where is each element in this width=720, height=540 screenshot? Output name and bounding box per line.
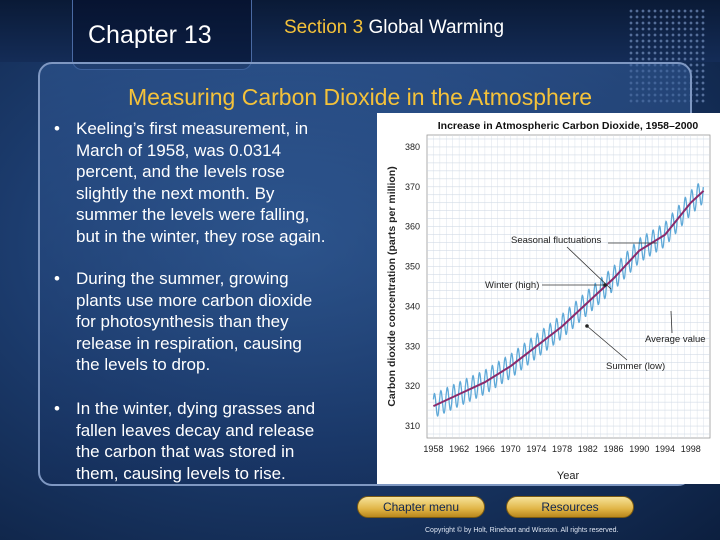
y-tick-label: 320 [405, 381, 420, 391]
bullet-item: • During the summer, growing plants use … [34, 268, 379, 376]
bullet-line: the levels to drop. [76, 355, 211, 375]
x-axis-label: Year [557, 470, 580, 482]
bullet-line: release in respiration, causing [76, 333, 302, 353]
resources-button[interactable]: Resources [506, 496, 634, 518]
bullet-dot: • [54, 269, 60, 288]
bullet-line: for photosynthesis than they [76, 312, 289, 332]
annotation-label: Summer (low) [606, 361, 665, 372]
y-tick-label: 380 [405, 142, 420, 152]
bullet-dot: • [54, 399, 60, 418]
bullet-item: • Keeling’s first measurement, in March … [34, 118, 379, 248]
annotation-dot [585, 324, 589, 328]
bullet-line: In the winter, dying grasses and [76, 399, 316, 418]
y-tick-label: 350 [405, 262, 420, 272]
co2-chart-svg: 310 320 330 340 350 360 370 380 1958 1962 1966 1970… [386, 120, 711, 482]
bullet-item: • In the winter, dying grasses and falle… [34, 398, 379, 484]
x-tick-label: 1966 [475, 444, 495, 454]
x-tick-label: 1998 [681, 444, 701, 454]
x-tick-label: 1978 [552, 444, 572, 454]
y-tick-label: 360 [405, 222, 420, 232]
bullet-line: the carbon that was stored in [76, 442, 295, 462]
seasonal-series-line [432, 182, 704, 417]
bullet-line: them, causing levels to rise. [76, 463, 286, 483]
bullet-line: summer the levels were falling, [76, 205, 310, 225]
y-tick-label: 310 [405, 421, 420, 431]
annotation-label: Winter (high) [485, 280, 539, 291]
bullet-line: slightly the next month. By [76, 183, 275, 203]
bullet-line: percent, and the levels rose [76, 162, 285, 182]
x-tick-label: 1982 [578, 444, 598, 454]
annotation-label: Average value [645, 334, 706, 345]
y-tick-label: 340 [405, 301, 420, 311]
bullet-line: fallen leaves decay and release [76, 420, 315, 440]
annotation-leader [586, 325, 628, 361]
y-axis-label: Carbon dioxide concentration (parts per … [386, 166, 398, 406]
page-title: Measuring Carbon Dioxide in the Atmosphe… [127, 84, 593, 110]
x-tick-label: 1970 [501, 444, 521, 454]
annotation-leader [566, 246, 612, 290]
chapter-title: Chapter 13 [88, 21, 212, 49]
annotation-dot [603, 283, 607, 287]
section-number: Section 3 [284, 17, 364, 38]
bullet-line: but in the winter, they rose again. [76, 226, 326, 246]
copyright-text: Copyright © by Holt, Rinehart and Winsto… [425, 527, 619, 534]
annotation-leader [670, 310, 673, 334]
x-tick-label: 1962 [449, 444, 469, 454]
section-name: Global Warming [368, 17, 505, 38]
bullet-line: plants use more carbon dioxide [76, 290, 313, 310]
x-tick-label: 1958 [423, 444, 443, 454]
average-series-line [432, 190, 705, 408]
section-title: Section 3 Global Warming [284, 17, 504, 39]
bullet-dot: • [54, 119, 60, 138]
co2-chart: 310 320 330 340 350 360 370 380 1958 1962 1966 1970… [377, 113, 720, 484]
x-tick-label: 1994 [655, 444, 675, 454]
x-tick-label: 1974 [526, 444, 546, 454]
chapter-menu-button[interactable]: Chapter menu [357, 496, 485, 518]
chart-title: Increase in Atmospheric Carbon Dioxide, … [438, 120, 699, 132]
bullet-line: March of 1958, was 0.0314 [76, 140, 282, 160]
bullet-line: During the summer, growing [76, 269, 289, 288]
x-tick-label: 1990 [629, 444, 649, 454]
y-tick-label: 330 [405, 341, 420, 351]
x-tick-label: 1986 [604, 444, 624, 454]
annotation-label: Seasonal fluctuations [511, 235, 602, 246]
bullet-line: Keeling’s first measurement, in [76, 119, 309, 138]
y-tick-label: 370 [405, 182, 420, 192]
chapter-tab [72, 0, 252, 70]
